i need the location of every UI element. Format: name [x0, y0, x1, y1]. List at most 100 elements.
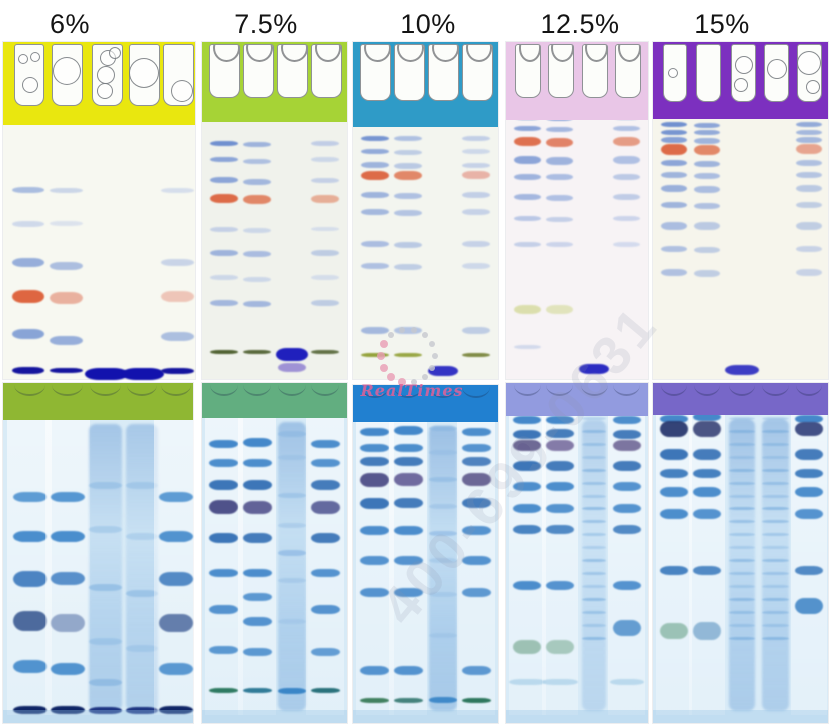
ladder-band	[729, 442, 756, 446]
protein-band	[242, 593, 272, 602]
protein-band	[545, 639, 575, 654]
protein-band	[360, 209, 389, 216]
protein-band	[11, 187, 45, 194]
protein-band	[612, 504, 641, 514]
well-notch	[694, 385, 721, 396]
meniscus-arc	[432, 45, 459, 62]
protein-band	[513, 173, 541, 180]
gel-photo-top-12.5%	[506, 42, 648, 379]
lane-smear	[429, 426, 457, 711]
protein-band	[243, 350, 271, 355]
protein-band	[393, 426, 423, 436]
protein-band	[50, 368, 83, 374]
protein-band	[50, 613, 85, 632]
protein-band	[209, 645, 239, 654]
well-notch	[360, 387, 389, 398]
protein-band	[209, 604, 239, 614]
stacking-gel	[506, 383, 648, 416]
protein-band	[393, 473, 423, 487]
gel-photo-bottom-7.5%	[202, 383, 347, 723]
protein-band	[693, 622, 722, 641]
protein-band	[795, 246, 822, 253]
ladder-band	[581, 520, 607, 524]
gel-photo-bottom-12.5%	[506, 383, 648, 723]
protein-band	[513, 440, 542, 452]
protein-band	[660, 414, 688, 423]
protein-band	[360, 149, 389, 155]
stacking-gel	[202, 42, 347, 122]
protein-band	[50, 262, 83, 271]
protein-band	[462, 241, 491, 248]
well-notch	[90, 385, 121, 396]
protein-band	[360, 263, 389, 270]
ladder-band	[762, 559, 789, 563]
protein-band	[12, 706, 47, 715]
protein-band	[394, 263, 422, 270]
protein-band	[394, 149, 422, 155]
air-bubble	[733, 78, 748, 92]
protein-band	[278, 618, 306, 624]
ladder-band	[581, 572, 607, 576]
protein-band	[461, 697, 491, 703]
protein-band	[694, 122, 721, 128]
watermark-logo-dot	[379, 363, 388, 372]
meniscus-arc	[518, 45, 541, 62]
protein-band	[278, 523, 306, 529]
ladder-band	[729, 623, 756, 627]
protein-band	[462, 326, 491, 334]
meniscus-arc	[585, 45, 608, 62]
protein-band	[694, 203, 721, 210]
protein-band	[513, 126, 541, 132]
air-bubble	[735, 56, 754, 74]
protein-band	[243, 178, 271, 185]
protein-band	[310, 532, 340, 543]
protein-band	[660, 122, 688, 128]
lane-streak	[306, 418, 345, 715]
protein-band	[794, 448, 823, 460]
protein-band	[310, 688, 340, 694]
protein-band	[311, 300, 340, 307]
protein-band	[209, 440, 239, 449]
protein-band	[158, 613, 193, 632]
protein-band	[429, 558, 457, 564]
protein-band	[462, 162, 491, 168]
well-notch	[580, 385, 608, 396]
protein-band	[429, 504, 457, 510]
protein-band	[50, 572, 85, 585]
protein-band	[429, 426, 457, 432]
protein-band	[541, 679, 579, 686]
ladder-band	[581, 417, 607, 420]
protein-band	[360, 697, 390, 703]
ladder-band	[762, 481, 789, 485]
lane-streak	[204, 418, 243, 715]
protein-band	[360, 588, 390, 598]
protein-band	[462, 352, 491, 357]
protein-band	[612, 524, 641, 534]
protein-band	[794, 468, 823, 478]
protein-band	[311, 350, 340, 355]
protein-band	[693, 420, 722, 437]
protein-band	[579, 363, 609, 374]
protein-band	[694, 144, 721, 155]
lane-smear	[89, 424, 122, 711]
column-label-15pct: 15%	[694, 9, 750, 39]
protein-band	[209, 300, 238, 307]
protein-band	[513, 482, 542, 492]
protein-band	[209, 194, 238, 204]
meniscus-arc	[397, 45, 424, 62]
column-label-7-5pct: 7.5%	[234, 9, 298, 39]
protein-band	[513, 429, 542, 439]
lane-smear	[581, 420, 607, 711]
protein-band	[125, 590, 158, 598]
sample-well	[461, 44, 493, 101]
protein-band	[394, 352, 422, 357]
protein-band	[311, 140, 340, 146]
protein-band	[311, 177, 340, 183]
protein-band	[242, 500, 272, 514]
protein-band	[89, 637, 122, 645]
protein-band	[795, 185, 822, 193]
watermark-logo-dot	[379, 340, 388, 349]
protein-band	[242, 688, 272, 694]
protein-band	[125, 532, 158, 540]
